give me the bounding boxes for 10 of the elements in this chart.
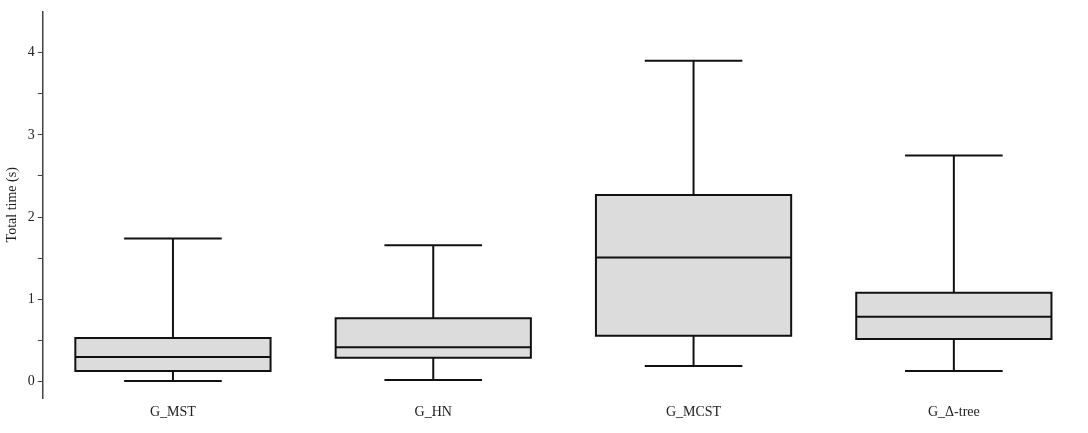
x-tick-label: G_MCST [665, 404, 722, 420]
y-tick-label: 2 [27, 208, 35, 224]
x-tick-label: G_HN [414, 404, 452, 420]
y-tick-label: 1 [27, 291, 35, 307]
y-axis-title: Total time (s) [4, 166, 21, 243]
y-tick-label: 0 [27, 373, 35, 389]
y-tick-label: 3 [27, 126, 35, 142]
x-tick-label: G_Δ-tree [927, 404, 980, 420]
y-tick-label: 4 [27, 44, 35, 60]
x-tick-label: G_MST [150, 404, 197, 420]
